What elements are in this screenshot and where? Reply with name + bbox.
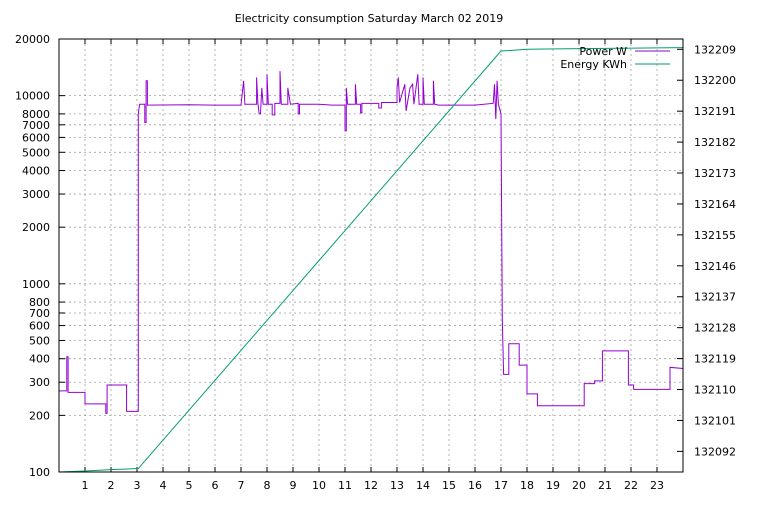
left-tick-label: 6000 <box>22 131 50 144</box>
right-tick-label: 132164 <box>694 198 736 211</box>
x-tick-label: 2 <box>108 479 115 492</box>
x-tick-label: 23 <box>650 479 664 492</box>
left-tick-label: 700 <box>29 307 50 320</box>
x-tick-label: 21 <box>598 479 612 492</box>
x-tick-label: 18 <box>520 479 534 492</box>
left-tick-label: 8000 <box>22 108 50 121</box>
x-tick-label: 19 <box>546 479 560 492</box>
left-tick-label: 400 <box>29 353 50 366</box>
x-tick-label: 14 <box>416 479 430 492</box>
left-tick-label: 4000 <box>22 165 50 178</box>
x-tick-label: 10 <box>312 479 326 492</box>
right-tick-label: 132128 <box>694 322 736 335</box>
left-tick-label: 10000 <box>15 90 50 103</box>
right-tick-label: 132173 <box>694 167 736 180</box>
left-tick-label: 20000 <box>15 33 50 46</box>
x-tick-label: 4 <box>160 479 167 492</box>
right-tick-label: 132146 <box>694 260 736 273</box>
left-tick-label: 2000 <box>22 221 50 234</box>
right-tick-label: 132110 <box>694 384 736 397</box>
x-tick-label: 3 <box>134 479 141 492</box>
right-tick-label: 132119 <box>694 353 736 366</box>
x-tick-label: 12 <box>364 479 378 492</box>
left-tick-label: 200 <box>29 409 50 422</box>
x-tick-label: 22 <box>624 479 638 492</box>
series-line-energy-kwh <box>58 47 684 473</box>
x-tick-label: 1 <box>82 479 89 492</box>
x-tick-label: 16 <box>468 479 482 492</box>
x-axis: 1 2 3 4 5 6 7 8 9 10 11 12 13 14 15 16 17 18 19 20 21 22 23 <box>82 39 664 492</box>
right-tick-label: 132101 <box>694 414 736 427</box>
plot-frame <box>58 38 684 473</box>
right-tick-label: 132209 <box>694 43 736 56</box>
x-tick-label: 7 <box>238 479 245 492</box>
legend-label-power-w: Power W <box>579 45 627 58</box>
right-tick-label: 132092 <box>694 445 736 458</box>
left-tick-label: 5000 <box>22 146 50 159</box>
x-tick-label: 5 <box>186 479 193 492</box>
left-tick-label: 600 <box>29 320 50 333</box>
left-tick-label: 1000 <box>22 278 50 291</box>
right-tick-label: 132191 <box>694 105 736 118</box>
right-y-axis: 132092 132101 132110 132119 132128 132137 1321… <box>677 43 736 458</box>
series-layer <box>58 47 684 473</box>
right-tick-label: 132200 <box>694 74 736 87</box>
x-tick-label: 8 <box>264 479 271 492</box>
x-tick-label: 15 <box>442 479 456 492</box>
left-tick-label: 7000 <box>22 119 50 132</box>
left-tick-label: 500 <box>29 334 50 347</box>
x-tick-label: 11 <box>338 479 352 492</box>
x-tick-label: 13 <box>390 479 404 492</box>
right-tick-label: 132155 <box>694 229 736 242</box>
x-tick-label: 9 <box>290 479 297 492</box>
x-tick-label: 20 <box>572 479 586 492</box>
right-tick-label: 132182 <box>694 136 736 149</box>
legend-label-energy-kwh: Energy KWh <box>560 58 627 71</box>
right-tick-label: 132137 <box>694 291 736 304</box>
left-tick-label: 300 <box>29 376 50 389</box>
left-tick-label: 3000 <box>22 188 50 201</box>
left-tick-label: 100 <box>29 466 50 479</box>
left-tick-label: 800 <box>29 296 50 309</box>
chart-title: Electricity consumption Saturday March 0… <box>235 12 503 25</box>
grid <box>59 39 683 472</box>
x-tick-label: 17 <box>494 479 508 492</box>
x-tick-label: 6 <box>212 479 219 492</box>
series-line-power-w <box>59 71 684 414</box>
